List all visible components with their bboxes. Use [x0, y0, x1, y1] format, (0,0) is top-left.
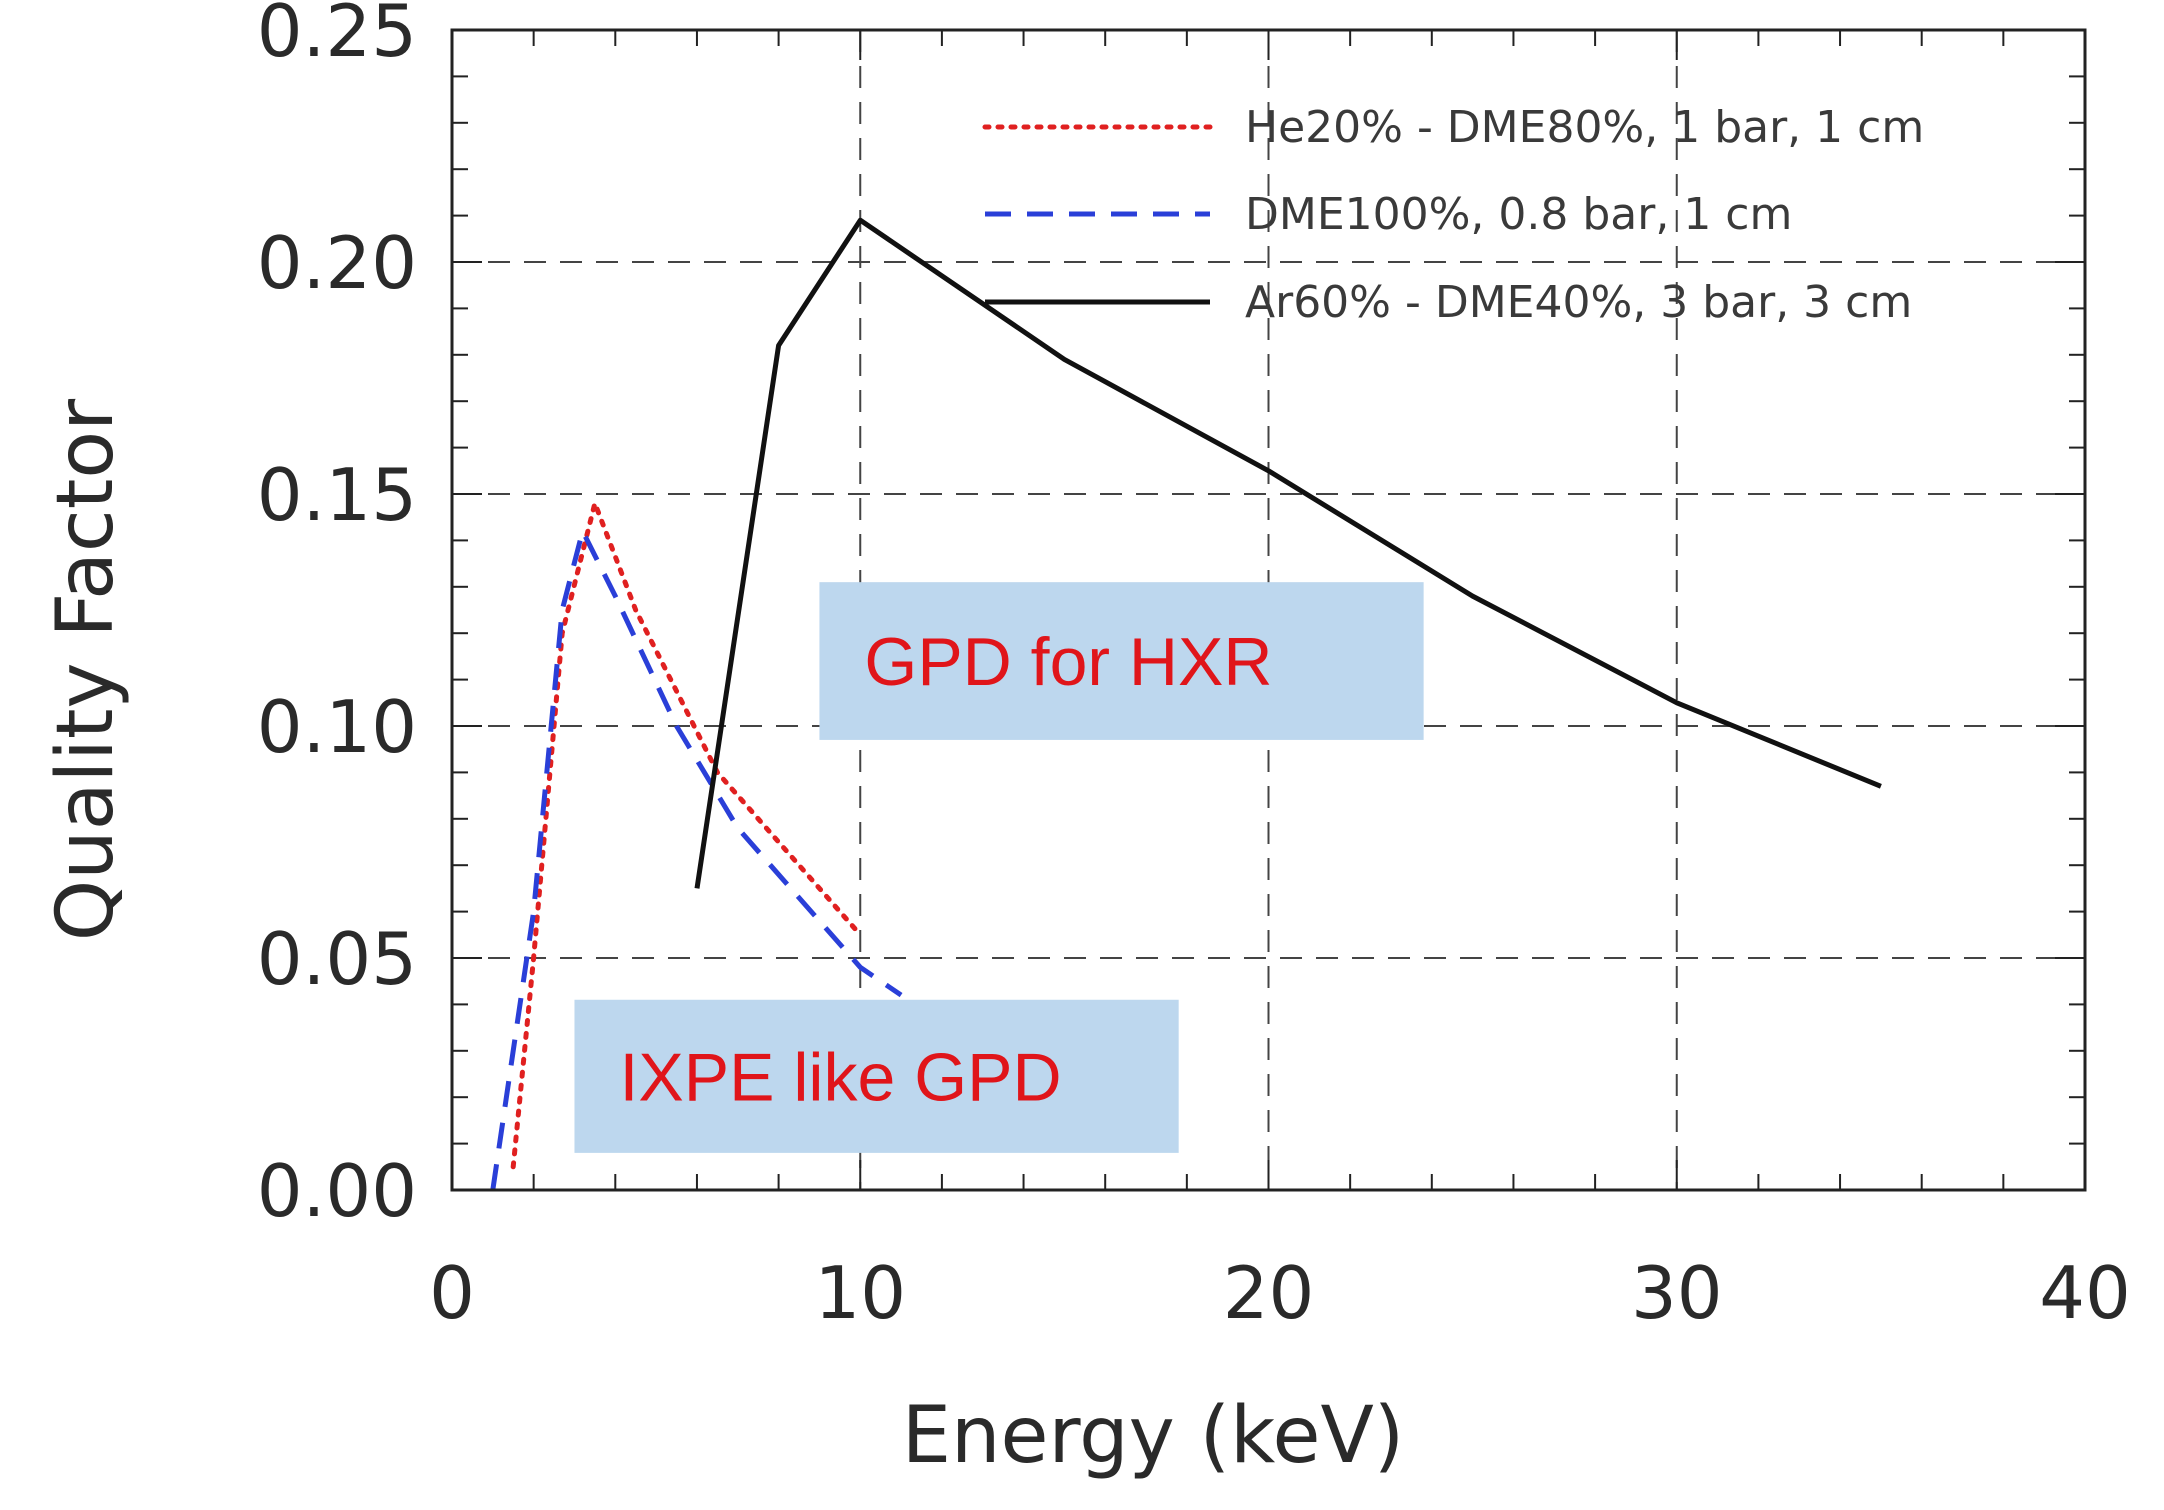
series-line-1	[510, 500, 863, 1170]
x-tick-label: 30	[1631, 1251, 1723, 1335]
x-tick-label: 20	[1223, 1251, 1315, 1335]
y-tick-label: 0.05	[257, 917, 417, 1001]
y-tick-label: 0.15	[257, 453, 417, 537]
y-axis-label: Quality Factor	[41, 398, 131, 941]
y-tick-label: 0.00	[257, 1149, 417, 1233]
x-tick-label: 0	[429, 1251, 475, 1335]
ticks	[451, 29, 2086, 1191]
x-axis-label: Energy (keV)	[902, 1391, 1404, 1481]
annotation-box-1	[819, 582, 1424, 740]
series-line-2	[490, 528, 903, 1191]
legend-label-2: DME100%, 0.8 bar, 1 cm	[1245, 189, 1792, 240]
series-layer	[490, 217, 1882, 1191]
legend-label-3: Ar60% - DME40%, 3 bar, 3 cm	[1245, 277, 1912, 328]
annotation-box-2	[574, 999, 1179, 1153]
annotation-label-1: GPD for HXR	[864, 624, 1272, 700]
legend-label-1: He20% - DME80%, 1 bar, 1 cm	[1245, 102, 1924, 153]
tick-labels: 0 10 20 30 40 0.00 0.05 0.10 0.15 0.20 0.25	[257, 0, 2131, 1335]
legend: He20% - DME80%, 1 bar, 1 cm DME100%, 0.8 …	[982, 102, 1924, 328]
x-tick-label: 40	[2039, 1251, 2131, 1335]
y-tick-label: 0.10	[257, 685, 417, 769]
x-tick-label: 10	[814, 1251, 906, 1335]
y-tick-label: 0.20	[257, 221, 417, 305]
annotation-label-2: IXPE like GPD	[619, 1039, 1061, 1115]
series-line-3	[694, 217, 1882, 889]
y-tick-label: 0.25	[257, 0, 417, 73]
annotation-layer: GPD for HXR IXPE like GPD	[574, 582, 1424, 1153]
